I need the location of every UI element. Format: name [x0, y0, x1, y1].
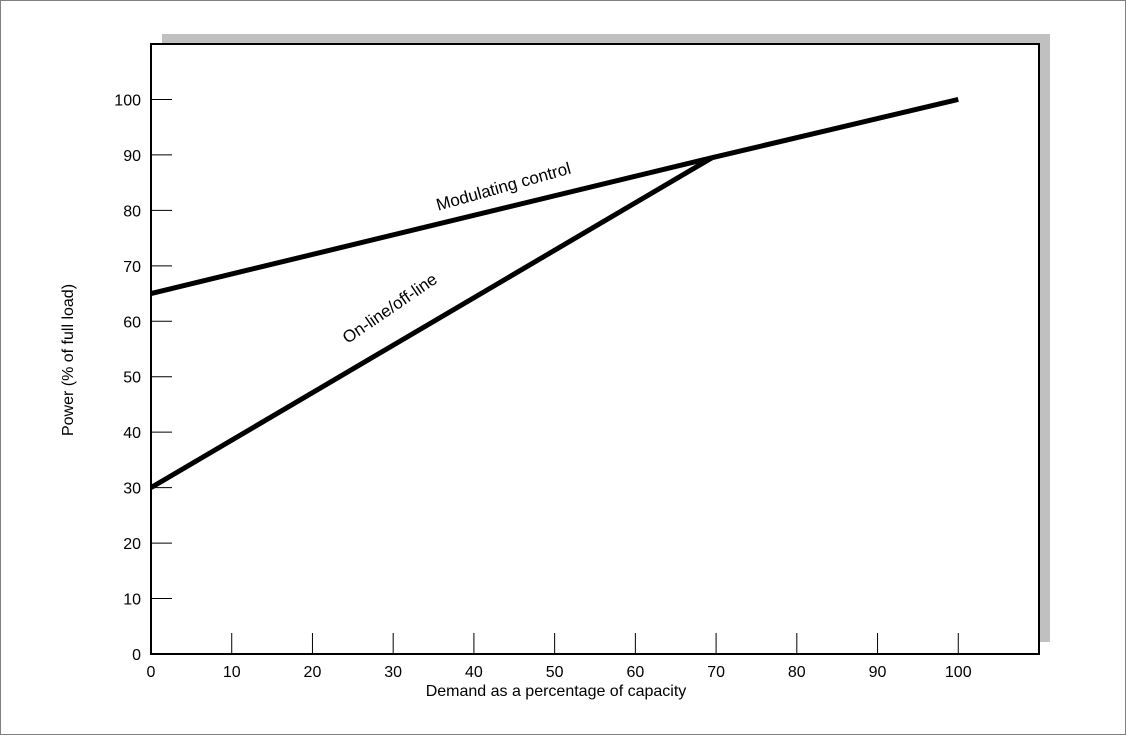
x-tick-label: 20: [304, 664, 322, 681]
x-tick-label: 0: [147, 664, 156, 681]
x-tick-label: 90: [869, 664, 887, 681]
y-tick-label: 30: [123, 481, 141, 498]
x-axis: 0 10 20 30 40 50 60 70 80 90 100: [147, 633, 972, 681]
y-tick-label: 40: [123, 425, 141, 442]
x-axis-title: Demand as a percentage of capacity: [426, 683, 687, 700]
y-tick-label: 10: [123, 592, 141, 609]
x-tick-label: 50: [546, 664, 564, 681]
plot-area: [150, 43, 1040, 655]
series-lines: [149, 97, 959, 490]
x-tick-label: 70: [707, 664, 725, 681]
x-tick-label: 100: [945, 664, 972, 681]
series-line-on-line-off-line: [149, 155, 714, 490]
y-tick-label: 0: [132, 647, 141, 664]
y-tick-label: 60: [123, 314, 141, 331]
x-tick-label: 30: [384, 664, 402, 681]
y-tick-label: 80: [123, 203, 141, 220]
y-axis-title: Power (% of full load): [60, 284, 77, 436]
x-tick-label: 10: [223, 664, 241, 681]
x-tick-label: 40: [465, 664, 483, 681]
y-tick-label: 70: [123, 259, 141, 276]
y-tick-label: 50: [123, 370, 141, 387]
y-tick-label: 100: [114, 92, 141, 109]
y-tick-label: 20: [123, 536, 141, 553]
x-tick-label: 80: [788, 664, 806, 681]
y-axis: 0 10 20 30 40 50 60 70 80 90 100: [114, 92, 172, 664]
x-tick-label: 60: [626, 664, 644, 681]
y-tick-label: 90: [123, 148, 141, 165]
